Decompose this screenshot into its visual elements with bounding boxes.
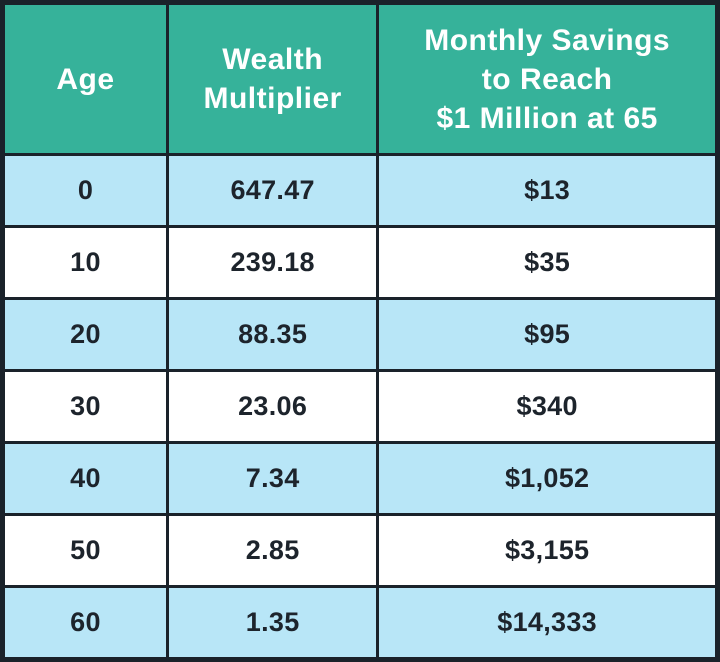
- header-cell-monthly-savings: Monthly Savings to Reach $1 Million at 6…: [376, 2, 718, 156]
- age-cell: 60: [2, 585, 169, 660]
- savings-cell: $13: [376, 153, 718, 228]
- savings-cell: $340: [376, 369, 718, 444]
- savings-cell: $95: [376, 297, 718, 372]
- table-row: 0 647.47 $13: [2, 153, 718, 228]
- savings-cell: $3,155: [376, 513, 718, 588]
- table-row: 10 239.18 $35: [2, 225, 718, 300]
- header-savings-line-1: Monthly Savings: [424, 23, 671, 57]
- header-multiplier-line-2: Multiplier: [203, 82, 342, 115]
- table-row: 60 1.35 $14,333: [2, 585, 718, 660]
- savings-cell: $35: [376, 225, 718, 300]
- multiplier-cell: 2.85: [165, 513, 380, 588]
- header-multiplier-line-1: Wealth: [222, 43, 324, 76]
- table-row: 20 88.35 $95: [2, 297, 718, 372]
- savings-cell: $14,333: [376, 585, 718, 660]
- table-row: 50 2.85 $3,155: [2, 513, 718, 588]
- age-cell: 40: [2, 441, 169, 516]
- multiplier-cell: 647.47: [165, 153, 380, 228]
- header-savings-line-3: $1 Million at 65: [436, 101, 658, 135]
- header-age-label: Age: [56, 62, 115, 96]
- multiplier-cell: 1.35: [165, 585, 380, 660]
- age-cell: 50: [2, 513, 169, 588]
- table-header-row: Age Wealth Multiplier Monthly Savings to…: [2, 2, 718, 156]
- multiplier-cell: 88.35: [165, 297, 380, 372]
- multiplier-cell: 239.18: [165, 225, 380, 300]
- age-cell: 10: [2, 225, 169, 300]
- header-cell-age: Age: [2, 2, 169, 156]
- savings-cell: $1,052: [376, 441, 718, 516]
- table-row: 30 23.06 $340: [2, 369, 718, 444]
- multiplier-cell: 7.34: [165, 441, 380, 516]
- table-row: 40 7.34 $1,052: [2, 441, 718, 516]
- header-savings-line-2: to Reach: [481, 62, 613, 96]
- header-cell-wealth-multiplier: Wealth Multiplier: [165, 2, 380, 156]
- age-cell: 20: [2, 297, 169, 372]
- age-cell: 30: [2, 369, 169, 444]
- multiplier-cell: 23.06: [165, 369, 380, 444]
- age-cell: 0: [2, 153, 169, 228]
